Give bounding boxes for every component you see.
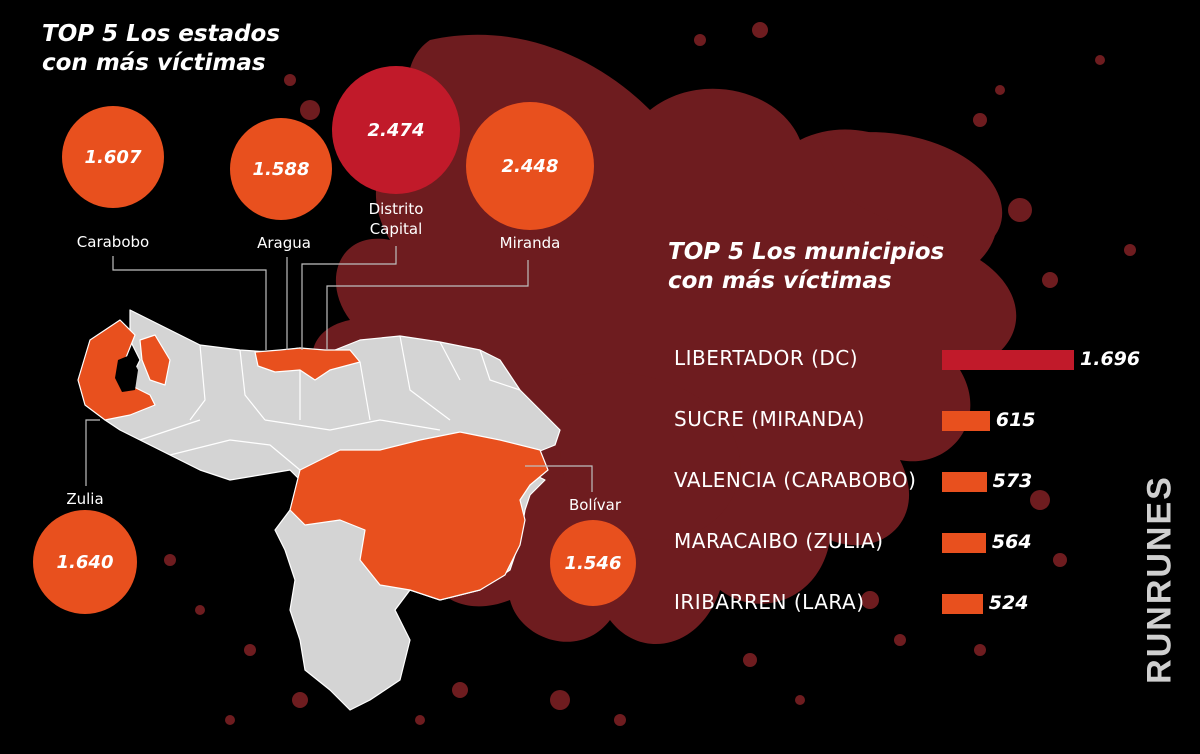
municipality-label: MARACAIBO (ZULIA): [674, 529, 884, 553]
municipality-value: 573: [992, 470, 1033, 492]
municipality-bar: [942, 594, 983, 614]
label-distrito-capital-text: Distrito Capital: [368, 200, 424, 238]
bubble-aragua: 1.588: [230, 118, 332, 220]
bubble-miranda: 2.448: [466, 102, 594, 230]
bubble-zulia: 1.640: [33, 510, 137, 614]
municipality-label: IRIBARREN (LARA): [674, 590, 865, 614]
leader-carabobo: [112, 256, 267, 350]
brand-logo: RUNRUNES: [1140, 475, 1179, 684]
municipality-bar: [942, 411, 990, 431]
bubble-carabobo: 1.607: [62, 106, 164, 208]
label-zulia: Zulia: [66, 490, 104, 508]
municipality-value: 615: [995, 409, 1036, 431]
municipality-label: LIBERTADOR (DC): [674, 346, 859, 370]
states-title-line1: TOP 5 Los estados: [42, 21, 281, 47]
municipality-label: SUCRE (MIRANDA): [674, 407, 865, 431]
state-bolivar: [289, 431, 549, 601]
states-title-line2: con más víctimas: [42, 49, 266, 76]
label-carabobo: Carabobo: [76, 233, 150, 251]
venezuela-map: [77, 309, 561, 711]
municipality-bar: [942, 350, 1074, 370]
municipality-value: 564: [991, 531, 1032, 553]
states-title: TOP 5 Los estados con más víctimas: [42, 20, 362, 78]
label-aragua: Aragua: [257, 234, 311, 252]
municipality-value: 524: [988, 592, 1029, 614]
leader-distrito-capital: [301, 246, 397, 350]
label-distrito-capital: Distrito Capital: [346, 200, 446, 239]
leader-lines: [85, 246, 593, 492]
label-miranda: Miranda: [499, 234, 561, 252]
label-bolivar: Bolívar: [568, 496, 622, 514]
municipality-label: VALENCIA (CARABOBO): [674, 468, 917, 492]
municipality-bar: [942, 533, 986, 553]
bubble-distrito-capital: 2.474: [332, 66, 460, 194]
state-carabobo-aragua-dc-miranda: [254, 347, 361, 381]
leader-miranda: [326, 260, 529, 350]
leader-zulia: [85, 419, 100, 486]
municipalities-title: TOP 5 Los municipios con más víctimas: [668, 238, 1028, 296]
state-falcon-strip: [139, 334, 171, 386]
leader-bolivar: [525, 465, 593, 492]
municipalities-title-line2: con más víctimas: [668, 267, 892, 294]
bubble-bolivar: 1.546: [550, 520, 636, 606]
state-divisions: [139, 335, 521, 471]
municipalities-title-line1: TOP 5 Los municipios: [668, 239, 945, 265]
lake-maracaibo: [115, 355, 138, 392]
municipality-value: 1.696: [1080, 348, 1141, 370]
municipality-bar: [942, 472, 987, 492]
